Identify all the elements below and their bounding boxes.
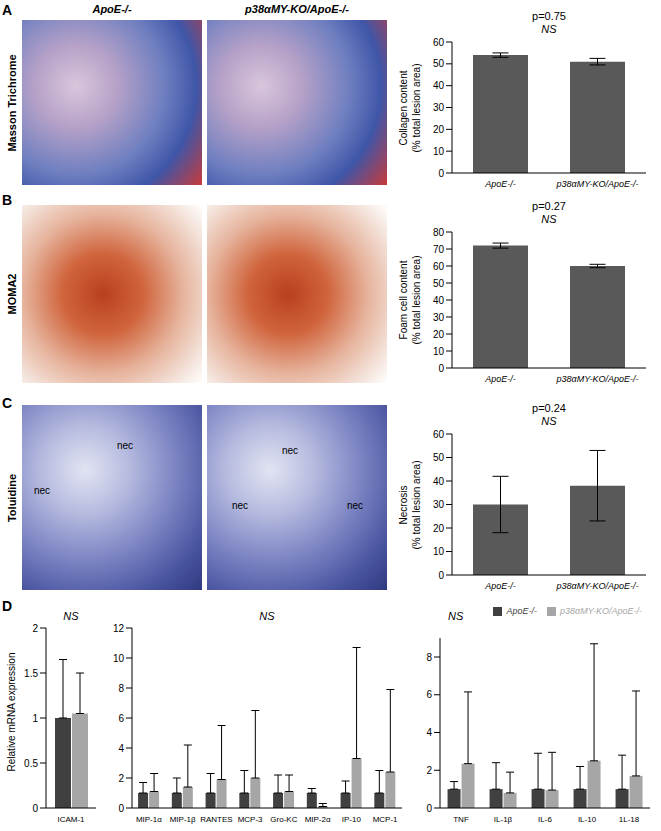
svg-text:0: 0 xyxy=(32,803,38,814)
html-text:(% total lesion area): (% total lesion area) xyxy=(411,255,422,345)
svg-text:0: 0 xyxy=(426,803,432,814)
svg-text:p38αMY-KO/ApoE-/-: p38αMY-KO/ApoE-/- xyxy=(556,179,639,189)
svg-text:1L-18: 1L-18 xyxy=(619,815,640,824)
svg-text:60: 60 xyxy=(433,37,445,48)
svg-text:50: 50 xyxy=(433,278,445,289)
svg-text:2: 2 xyxy=(426,765,432,776)
svg-text:50: 50 xyxy=(433,452,445,463)
html-text:Collagen content: Collagen content xyxy=(398,70,409,145)
svg-text:0: 0 xyxy=(118,803,124,814)
html-text:NS: NS xyxy=(541,23,557,35)
svg-text:p38αMY-KO/ApoE-/-: p38αMY-KO/ApoE-/- xyxy=(556,581,639,591)
svg-text:20: 20 xyxy=(433,124,445,135)
svg-text:4: 4 xyxy=(426,727,432,738)
svg-text:50: 50 xyxy=(433,58,445,69)
svg-text:10: 10 xyxy=(113,653,125,664)
svg-text:20: 20 xyxy=(433,329,445,340)
html-text:NS: NS xyxy=(259,610,275,622)
svg-text:RANTES: RANTES xyxy=(200,815,232,824)
svg-text:ICAM-1: ICAM-1 xyxy=(57,815,85,824)
html-text:p38αMY-KO/ApoE-/-: p38αMY-KO/ApoE-/- xyxy=(245,3,349,15)
html-text:Foam cell content: Foam cell content xyxy=(398,260,409,340)
svg-text:MIP-1β: MIP-1β xyxy=(170,815,196,824)
html-text:Toluidine: Toluidine xyxy=(5,473,18,522)
html-text:p38αMY-KO/ApoE-/-: p38αMY-KO/ApoE-/- xyxy=(560,606,642,616)
html-text:nec: nec xyxy=(347,500,364,511)
html-text:p=0.27: p=0.27 xyxy=(532,200,566,212)
svg-text:TNF: TNF xyxy=(453,815,469,824)
html-text:ApoE-/-: ApoE-/- xyxy=(92,3,132,15)
svg-text:1.5: 1.5 xyxy=(24,668,38,679)
svg-text:4: 4 xyxy=(118,743,124,754)
html-text:p=0.24: p=0.24 xyxy=(532,402,566,414)
svg-text:MCP-3: MCP-3 xyxy=(238,815,263,824)
html-text:B: B xyxy=(2,192,13,208)
svg-text:8: 8 xyxy=(118,683,124,694)
svg-text:40: 40 xyxy=(433,295,445,306)
svg-text:10: 10 xyxy=(433,546,445,557)
html-text:Necrosis: Necrosis xyxy=(398,485,409,524)
svg-text:40: 40 xyxy=(433,80,445,91)
svg-text:60: 60 xyxy=(433,261,445,272)
svg-text:IP-10: IP-10 xyxy=(342,815,362,824)
svg-text:IL-6: IL-6 xyxy=(538,815,552,824)
html-text:NS: NS xyxy=(63,610,79,622)
svg-text:6: 6 xyxy=(426,689,432,700)
html-text:NS: NS xyxy=(541,213,557,225)
html-text:(% total lesion area): (% total lesion area) xyxy=(411,63,422,152)
html-text:NS: NS xyxy=(541,415,557,427)
svg-text:0.5: 0.5 xyxy=(24,758,38,769)
svg-text:12: 12 xyxy=(113,623,125,634)
html-text:(% total lesion area): (% total lesion area) xyxy=(411,460,422,549)
svg-text:0: 0 xyxy=(438,363,444,374)
svg-text:ApoE-/-: ApoE-/- xyxy=(484,179,516,189)
html-text:Relative mRNA expression: Relative mRNA expression xyxy=(5,652,17,772)
html-text:nec: nec xyxy=(282,445,299,456)
html-text:NS: NS xyxy=(448,610,464,622)
svg-text:10: 10 xyxy=(433,346,445,357)
svg-text:10: 10 xyxy=(433,146,445,157)
svg-text:1: 1 xyxy=(32,713,38,724)
svg-text:0: 0 xyxy=(438,570,444,581)
svg-text:8: 8 xyxy=(426,652,432,663)
svg-text:ApoE-/-: ApoE-/- xyxy=(484,581,516,591)
svg-text:80: 80 xyxy=(433,227,445,238)
svg-text:p38αMY-KO/ApoE-/-: p38αMY-KO/ApoE-/- xyxy=(556,374,639,384)
html-text:ApoE-/-: ApoE-/- xyxy=(506,606,537,616)
html-text:nec: nec xyxy=(232,500,249,511)
svg-text:2: 2 xyxy=(118,773,124,784)
html-text:C: C xyxy=(2,395,13,411)
svg-text:20: 20 xyxy=(433,523,445,534)
svg-text:IL-10: IL-10 xyxy=(578,815,597,824)
svg-text:0: 0 xyxy=(438,168,444,179)
svg-text:MIP-1α: MIP-1α xyxy=(136,815,162,824)
svg-text:MCP-1: MCP-1 xyxy=(373,815,398,824)
html-text:MOMA2: MOMA2 xyxy=(5,273,18,315)
svg-text:IL-1β: IL-1β xyxy=(494,815,513,824)
svg-text:30: 30 xyxy=(433,102,445,113)
svg-text:30: 30 xyxy=(433,312,445,323)
html-text:nec: nec xyxy=(34,485,51,496)
html-text:A: A xyxy=(2,2,13,18)
svg-text:30: 30 xyxy=(433,499,445,510)
svg-text:40: 40 xyxy=(433,476,445,487)
html-text:Masson Trichrome: Masson Trichrome xyxy=(5,53,18,152)
svg-text:2: 2 xyxy=(32,623,38,634)
svg-text:ApoE-/-: ApoE-/- xyxy=(484,374,516,384)
html-text:nec: nec xyxy=(117,440,134,451)
svg-text:MIP-2α: MIP-2α xyxy=(305,815,331,824)
svg-text:60: 60 xyxy=(433,429,445,440)
svg-text:70: 70 xyxy=(433,244,445,255)
svg-text:Gro-KC: Gro-KC xyxy=(270,815,297,824)
html-text:p=0.75: p=0.75 xyxy=(532,10,566,22)
svg-text:6: 6 xyxy=(118,713,124,724)
html-text:D: D xyxy=(2,598,13,614)
